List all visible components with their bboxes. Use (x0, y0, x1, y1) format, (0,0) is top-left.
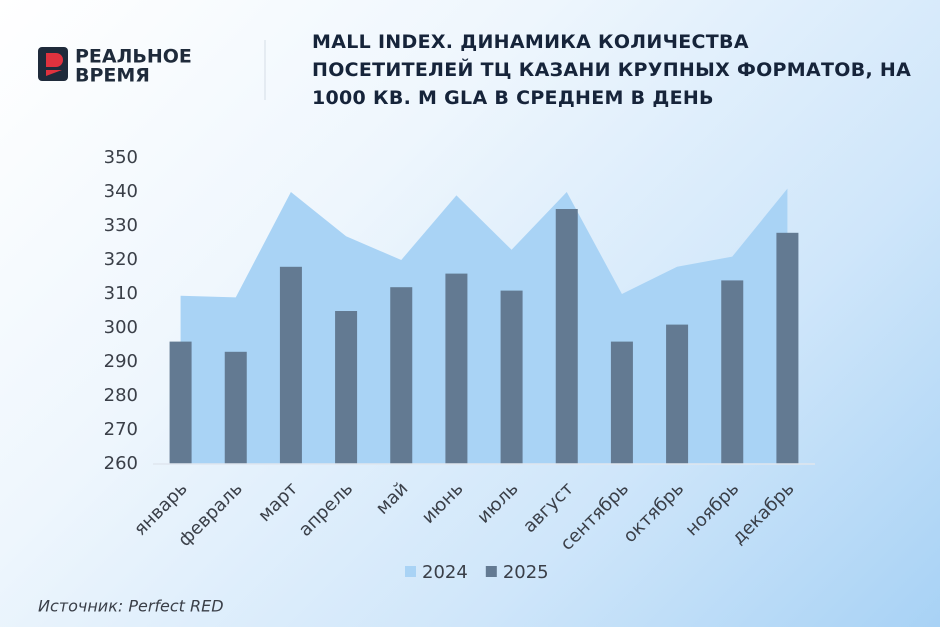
logo: РЕАЛЬНОЕ ВРЕМЯ (38, 46, 192, 87)
bar (500, 290, 523, 464)
y-tick-label: 290 (104, 351, 138, 372)
y-tick-label: 260 (104, 453, 138, 474)
bar (776, 232, 799, 464)
bar (610, 341, 633, 464)
x-tick-label: июль (473, 478, 522, 527)
logo-mark (46, 53, 63, 76)
legend-swatch (485, 566, 497, 577)
logo-text: РЕАЛЬНОЕ (75, 46, 192, 68)
y-tick-label: 340 (104, 181, 138, 202)
y-tick-label: 350 (104, 147, 138, 168)
chart-title: MALL INDEX. ДИНАМИКА КОЛИЧЕСТВА ПОСЕТИТЕ… (312, 31, 912, 109)
bar (335, 311, 358, 464)
logo-text: ВРЕМЯ (75, 65, 150, 87)
source: Источник: Perfect RED (38, 597, 224, 616)
legend-label: 2025 (503, 562, 549, 583)
bar (169, 341, 192, 464)
y-tick-label: 300 (104, 317, 138, 338)
x-tick-label: июнь (418, 478, 468, 528)
y-tick-label: 280 (104, 385, 138, 406)
bar (390, 287, 413, 464)
bar (224, 351, 247, 464)
y-tick-label: 330 (104, 215, 138, 236)
x-tick-label: март (254, 478, 302, 526)
x-tick-label: май (372, 478, 413, 519)
legend-label: 2024 (422, 562, 468, 583)
legend-swatch (405, 566, 416, 577)
area (180, 188, 788, 464)
bar (666, 324, 689, 464)
y-tick-label: 310 (104, 283, 138, 304)
bar (555, 209, 578, 464)
x-tick-label: апрель (295, 478, 358, 541)
x-tick-label: октябрь (619, 478, 688, 547)
bar (445, 273, 468, 464)
y-tick-label: 320 (104, 249, 138, 270)
bar (279, 266, 302, 464)
y-tick-label: 270 (104, 419, 138, 440)
bar (721, 280, 744, 464)
